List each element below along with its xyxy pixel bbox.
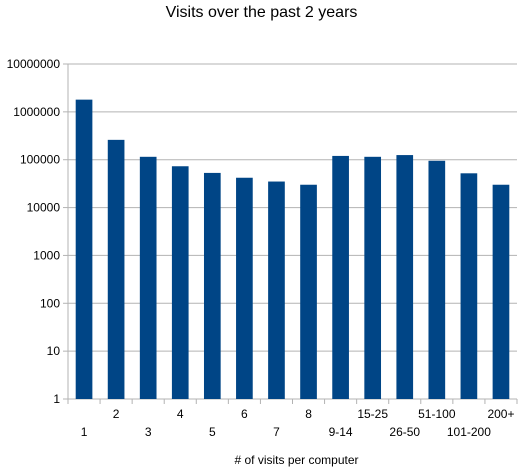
x-tick-label: 3 (145, 425, 152, 439)
bar (300, 184, 317, 399)
y-tick-label: 1000 (33, 248, 60, 262)
y-tick-label: 10000000 (7, 57, 61, 71)
bar (203, 172, 221, 399)
x-tick-label: 101-200 (447, 425, 491, 439)
x-tick-label: 8 (305, 407, 312, 421)
y-tick-label: 1 (53, 392, 60, 406)
x-tick-label: 2 (113, 407, 120, 421)
bar (236, 177, 253, 399)
bar (171, 166, 189, 399)
bar (75, 99, 93, 399)
x-tick-label: 7 (273, 425, 280, 439)
bar (332, 155, 349, 399)
bar (492, 184, 510, 399)
bar (139, 156, 157, 399)
bar (396, 155, 414, 399)
bar (268, 181, 285, 399)
x-tick-label: 6 (241, 407, 248, 421)
x-tick-label: 51-100 (418, 407, 456, 421)
x-tick-label: 5 (209, 425, 216, 439)
x-tick-label: 15-25 (357, 407, 388, 421)
chart-title: Visits over the past 2 years (165, 4, 358, 21)
y-tick-label: 1000000 (13, 105, 60, 119)
bar (460, 173, 478, 399)
x-tick-label: 26-50 (389, 425, 420, 439)
x-tick-label: 1 (81, 425, 88, 439)
x-tick-label: 200+ (487, 407, 514, 421)
bar (364, 156, 382, 399)
y-tick-label: 100000 (20, 153, 60, 167)
x-axis-title: # of visits per computer (234, 453, 359, 467)
y-tick-label: 10 (47, 344, 61, 358)
y-tick-label: 10000 (27, 201, 61, 215)
bar (428, 160, 446, 399)
x-tick-label: 4 (177, 407, 184, 421)
bar (107, 139, 125, 399)
y-tick-label: 100 (40, 296, 60, 310)
x-tick-label: 9-14 (329, 425, 353, 439)
